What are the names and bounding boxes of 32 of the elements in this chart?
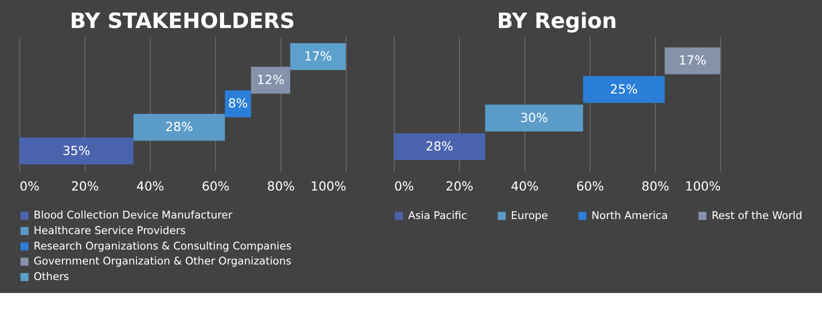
x-tick-label: 80% <box>642 178 670 194</box>
legend-label: Others <box>34 270 70 283</box>
data-label: 12% <box>256 72 285 88</box>
legend-label: Government Organization & Other Organizations <box>34 256 292 268</box>
x-tick-label: 20% <box>446 178 474 194</box>
data-label: 25% <box>610 81 638 96</box>
legend-label: Rest of the World <box>712 210 802 222</box>
data-label: 17% <box>304 48 332 64</box>
chart-title: BY STAKEHOLDERS <box>70 8 296 33</box>
data-label: 30% <box>520 110 548 125</box>
data-label: 28% <box>426 138 454 154</box>
legend-label: Healthcare Service Providers <box>34 224 186 237</box>
x-tick-label: 0% <box>20 178 40 194</box>
data-label: 35% <box>62 142 90 158</box>
x-tick-label: 0% <box>394 178 414 194</box>
data-label: 17% <box>678 52 706 68</box>
legend-label: Blood Collection Device Manufacturer <box>34 210 233 222</box>
x-tick-label: 20% <box>71 178 99 194</box>
chart-title: BY Region <box>496 8 617 33</box>
x-tick-label: 40% <box>136 178 164 194</box>
x-tick-label: 60% <box>576 178 604 194</box>
legend-label: Research Organizations & Consulting Companies <box>34 240 292 252</box>
x-tick-label: 80% <box>267 178 295 194</box>
legend-label: Asia Pacific <box>408 210 468 222</box>
legend-label: North America <box>592 210 668 222</box>
x-tick-label: 100% <box>685 178 721 194</box>
legend-label: Europe <box>510 210 548 222</box>
data-label: 28% <box>165 119 194 134</box>
x-tick-label: 60% <box>202 178 230 194</box>
data-label: 8% <box>228 96 248 111</box>
x-tick-label: 100% <box>310 178 346 194</box>
x-tick-label: 40% <box>510 178 539 194</box>
